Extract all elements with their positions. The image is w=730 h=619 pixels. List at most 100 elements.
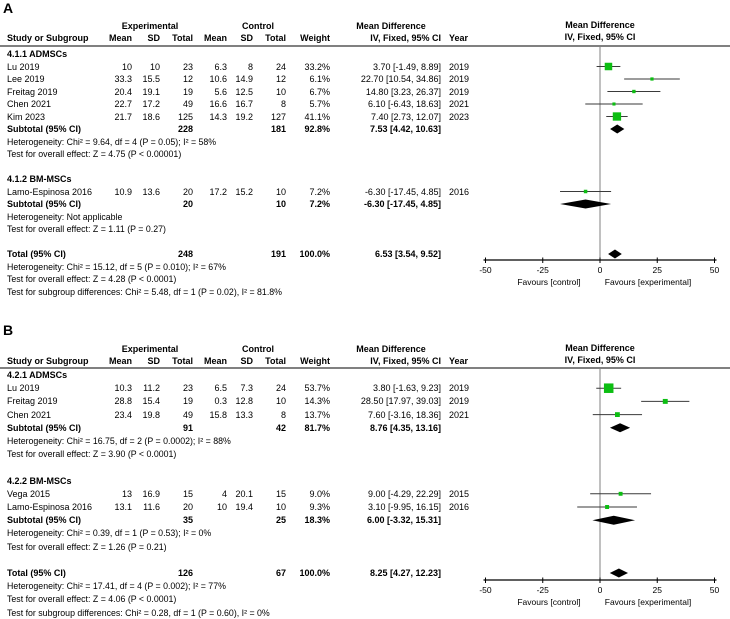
- sd-control: 14.9: [235, 74, 253, 84]
- study-name: Freitag 2019: [7, 86, 58, 97]
- total-control: 191: [270, 249, 286, 259]
- note-text: Heterogeneity: Chi² = 9.64, df = 4 (P = …: [7, 136, 217, 147]
- year-value: 2021: [449, 409, 470, 420]
- weight-value: 6.7%: [309, 86, 330, 97]
- total-experimental: 20: [182, 199, 193, 209]
- tick-label: -50: [479, 265, 492, 275]
- column-header-sd_c: SD: [240, 33, 253, 43]
- total-experimental: 125: [177, 111, 193, 122]
- sd-control: 8: [247, 61, 253, 72]
- column-header-ci: IV, Fixed, 95% CI: [370, 356, 441, 366]
- ci-text: 22.70 [10.54, 34.86]: [360, 74, 441, 84]
- year-value: 2019: [449, 61, 470, 72]
- sd-control: 12.5: [235, 86, 253, 97]
- subgroup-heading: 4.1.1 ADMSCs: [7, 49, 68, 59]
- ci-text: 8.25 [4.27, 12.23]: [369, 568, 441, 578]
- tick-label: 50: [710, 265, 720, 275]
- tick-label: 50: [710, 585, 720, 595]
- column-header-mean_e: Mean: [108, 356, 132, 366]
- ci-text: 6.00 [-3.32, 15.31]: [366, 515, 441, 526]
- mean-experimental: 23.4: [114, 409, 132, 420]
- effect-marker: [612, 112, 622, 121]
- total-control: 10: [275, 186, 286, 197]
- total-experimental: 19: [182, 86, 193, 97]
- panel-A: A Experimental Control Mean Difference Mean …: [0, 0, 730, 297]
- ci-text: 9.00 [-4.29, 22.29]: [367, 488, 441, 499]
- total-label: Total (95% CI): [7, 568, 66, 578]
- study-name: Lamo-Espinosa 2016: [7, 186, 93, 197]
- sd-experimental: 19.8: [142, 409, 160, 420]
- year-value: 2016: [449, 186, 470, 197]
- pooled-diamond: [610, 124, 625, 134]
- subgroup-heading: 4.1.2 BM-MSCs: [7, 174, 72, 184]
- column-header-sd_e: SD: [147, 356, 160, 366]
- sd-experimental: 13.6: [142, 186, 160, 197]
- year-value: 2019: [449, 383, 470, 394]
- study-name: Chen 2021: [7, 409, 52, 420]
- sd-experimental: 18.6: [142, 111, 160, 122]
- study-name: Kim 2023: [7, 111, 46, 122]
- mean-experimental: 33.3: [114, 74, 132, 84]
- column-header-total_e: Total: [172, 33, 193, 43]
- study-name: Lee 2019: [7, 74, 45, 84]
- mean-control: 4: [221, 488, 227, 499]
- total-experimental: 49: [182, 409, 193, 420]
- ci-text: 3.80 [-1.63, 9.23]: [372, 383, 441, 394]
- ci-text: 6.53 [3.54, 9.52]: [374, 249, 441, 259]
- ci-text: 7.40 [2.73, 12.07]: [370, 111, 441, 122]
- total-experimental: 19: [182, 396, 193, 407]
- total-control: 8: [280, 409, 286, 420]
- weight-value: 9.0%: [309, 488, 330, 499]
- note-text: Test for overall effect: Z = 4.75 (P < 0…: [7, 149, 182, 159]
- tick-label: 0: [598, 585, 603, 595]
- weight-value: 13.7%: [304, 409, 330, 420]
- sd-experimental: 19.1: [142, 86, 160, 97]
- tick-label: 25: [653, 265, 663, 275]
- weight-value: 33.2%: [304, 61, 330, 72]
- note-text: Test for overall effect: Z = 4.06 (P < 0…: [7, 594, 177, 605]
- column-header-mean_c: Mean: [203, 33, 227, 43]
- subtotal-label: Subtotal (95% CI): [7, 515, 82, 526]
- column-header-study: Study or Subgroup: [7, 356, 89, 366]
- total-experimental: 91: [182, 422, 193, 433]
- weight-value: 14.3%: [304, 396, 330, 407]
- year-value: 2015: [449, 488, 470, 499]
- study-name: Vega 2015: [7, 488, 51, 499]
- total-control: 181: [270, 124, 286, 134]
- ci-text: 28.50 [17.97, 39.03]: [360, 396, 441, 407]
- sd-control: 16.7: [235, 99, 253, 109]
- plot-title-line1: Mean Difference: [565, 343, 635, 353]
- study-name: Freitag 2019: [7, 396, 58, 407]
- year-value: 2016: [449, 502, 470, 512]
- subtotal-label: Subtotal (95% CI): [7, 124, 82, 134]
- total-experimental: 126: [177, 568, 193, 578]
- column-header-year: Year: [449, 33, 469, 43]
- note-text: Heterogeneity: Chi² = 15.12, df = 5 (P =…: [7, 261, 226, 272]
- weight-value: 6.1%: [309, 74, 330, 84]
- mean-control: 6.3: [214, 61, 227, 72]
- sd-experimental: 15.5: [142, 74, 160, 84]
- total-label: Total (95% CI): [7, 249, 66, 259]
- year-value: 2019: [449, 74, 470, 84]
- note-text: Test for overall effect: Z = 1.26 (P = 0…: [7, 541, 167, 552]
- weight-value: 100.0%: [299, 249, 330, 259]
- weight-value: 7.2%: [309, 186, 330, 197]
- year-value: 2023: [449, 111, 470, 122]
- control-group-header: Control: [242, 21, 274, 31]
- mean-control: 0.3: [214, 396, 227, 407]
- mean-control: 15.8: [209, 409, 227, 420]
- total-experimental: 248: [177, 249, 193, 259]
- mean-control: 6.5: [214, 383, 227, 394]
- pooled-diamond: [609, 568, 629, 578]
- sd-experimental: 16.9: [142, 488, 160, 499]
- effect-marker: [612, 102, 616, 106]
- sd-control: 19.4: [235, 502, 253, 512]
- ci-text: 6.10 [-6.43, 18.63]: [367, 99, 441, 109]
- experimental-group-header: Experimental: [121, 21, 179, 31]
- mean-difference-column-header: Mean Difference: [356, 21, 426, 31]
- panel-B: B Experimental Control Mean Difference Mean …: [0, 320, 730, 618]
- column-header-year: Year: [449, 356, 469, 366]
- tick-label: -50: [479, 585, 492, 595]
- note-text: Heterogeneity: Chi² = 16.75, df = 2 (P =…: [7, 436, 231, 446]
- forest-plot-svg: -50 -25 0 25 50 Favours [control] Favours [exp…: [479, 369, 720, 607]
